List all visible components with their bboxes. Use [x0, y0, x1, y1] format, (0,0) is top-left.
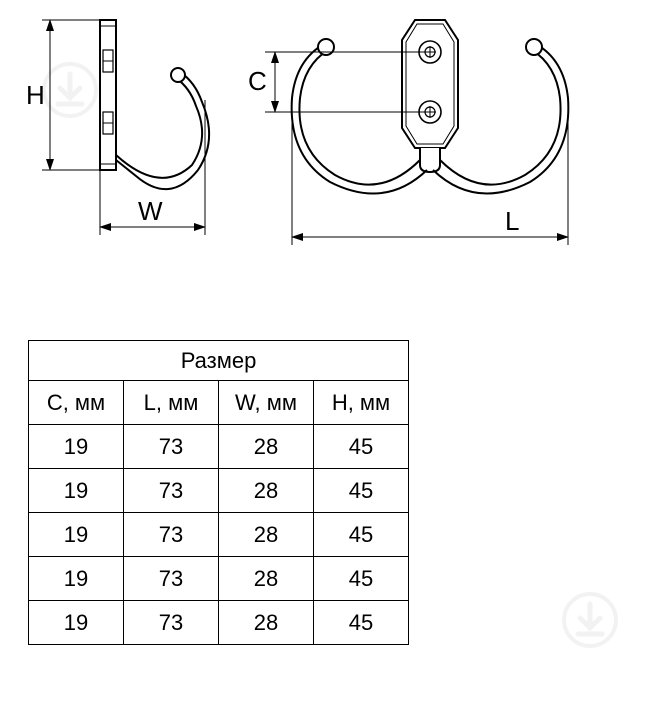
table-cell: 28	[219, 425, 314, 469]
table-row: 19 73 28 45	[29, 425, 409, 469]
table-row: 19 73 28 45	[29, 601, 409, 645]
dimension-table: Размер C, мм L, мм W, мм H, мм 19 73 28 …	[28, 340, 409, 645]
table-cell: 19	[29, 601, 124, 645]
table-cell: 19	[29, 469, 124, 513]
table-row: 19 73 28 45	[29, 513, 409, 557]
dim-label-h: H	[26, 80, 45, 110]
table-cell: 19	[29, 425, 124, 469]
table-cell: 28	[219, 601, 314, 645]
table-header-row: C, мм L, мм W, мм H, мм	[29, 381, 409, 425]
table-title-row: Размер	[29, 341, 409, 381]
table-cell: 45	[314, 425, 409, 469]
dim-label-c: C	[248, 66, 267, 96]
col-header: W, мм	[219, 381, 314, 425]
front-view: C L	[248, 20, 568, 245]
dim-label-w: W	[138, 196, 163, 226]
dim-label-l: L	[505, 206, 519, 236]
col-header: C, мм	[29, 381, 124, 425]
technical-diagram: H W C L	[0, 0, 652, 310]
table-cell: 73	[124, 601, 219, 645]
table-cell: 45	[314, 601, 409, 645]
table-row: 19 73 28 45	[29, 557, 409, 601]
table-cell: 28	[219, 469, 314, 513]
table-title: Размер	[29, 341, 409, 381]
table-cell: 73	[124, 557, 219, 601]
watermark-icon	[560, 590, 620, 650]
col-header: H, мм	[314, 381, 409, 425]
table-cell: 45	[314, 469, 409, 513]
table-cell: 73	[124, 425, 219, 469]
table-cell: 73	[124, 469, 219, 513]
table-cell: 28	[219, 513, 314, 557]
table-cell: 73	[124, 513, 219, 557]
table-row: 19 73 28 45	[29, 469, 409, 513]
table-cell: 45	[314, 557, 409, 601]
col-header: L, мм	[124, 381, 219, 425]
side-view: H W	[26, 20, 209, 235]
table-cell: 19	[29, 557, 124, 601]
table-cell: 19	[29, 513, 124, 557]
table-cell: 45	[314, 513, 409, 557]
table-cell: 28	[219, 557, 314, 601]
